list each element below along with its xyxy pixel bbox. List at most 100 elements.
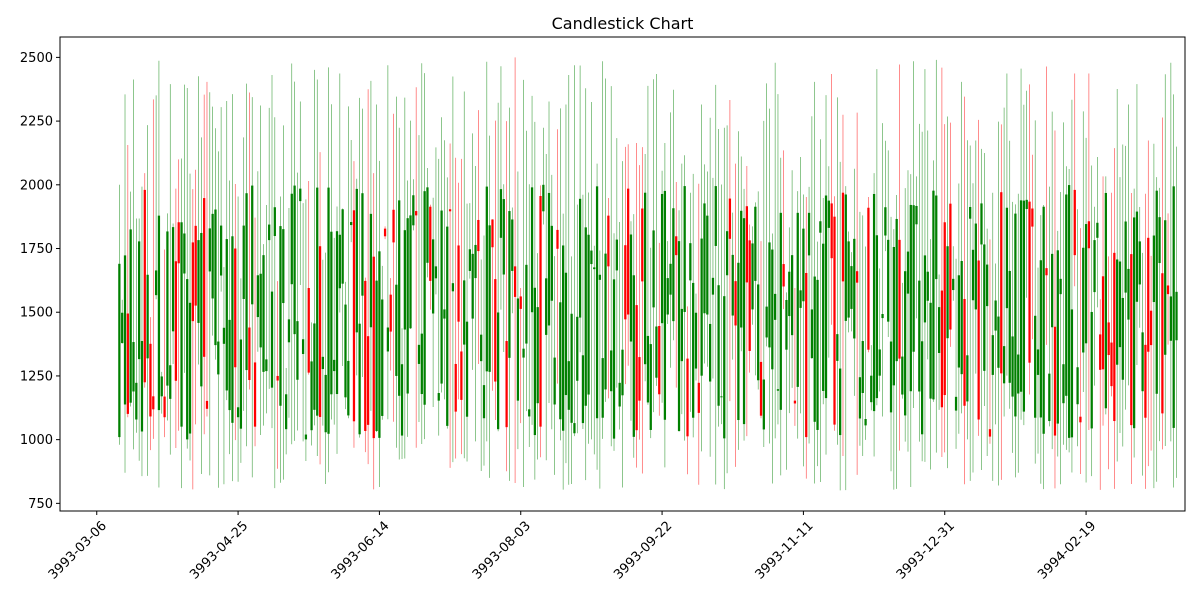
candle-body — [395, 284, 398, 376]
x-tick-label: 3993-11-11 — [753, 519, 817, 583]
candle-body — [915, 205, 918, 225]
candle-body — [1152, 235, 1156, 303]
candle-body — [1147, 237, 1150, 352]
candle-body — [1149, 310, 1153, 346]
candle-body — [474, 244, 477, 279]
candle-body — [720, 396, 723, 398]
candle-body — [748, 240, 751, 351]
candle-body — [409, 215, 412, 329]
candle-body — [375, 280, 378, 431]
candle-body — [717, 285, 720, 406]
candle-body — [646, 335, 650, 403]
candle-body — [225, 239, 228, 391]
candle-body — [578, 198, 582, 318]
candle-body — [205, 400, 209, 409]
candle-body — [358, 323, 361, 435]
candle-body — [754, 206, 757, 281]
candle-body — [858, 377, 862, 419]
candle-body — [1028, 201, 1031, 363]
candle-body — [471, 253, 474, 319]
y-tick-label: 2000 — [20, 178, 53, 193]
candle-body — [776, 389, 780, 391]
candle-body — [1084, 224, 1088, 344]
candle-body — [816, 279, 819, 430]
candle-body — [991, 335, 994, 375]
candle-body — [1175, 291, 1178, 341]
chart-title: Candlestick Chart — [552, 14, 694, 33]
candle-body — [669, 263, 672, 295]
candle-body — [364, 280, 367, 431]
candle-body — [152, 396, 155, 410]
candle-body — [533, 287, 537, 436]
candle-body — [1065, 194, 1068, 396]
candle-body — [496, 312, 500, 430]
candle-body — [279, 226, 282, 406]
candle-body — [446, 226, 449, 426]
candle-body — [564, 272, 568, 396]
candle-body — [440, 210, 443, 384]
candle-body — [140, 341, 144, 432]
candle-body — [1107, 322, 1110, 356]
candle-body — [1158, 217, 1161, 264]
candle-body — [994, 300, 997, 331]
candle-body — [960, 261, 963, 375]
candle-body — [714, 186, 717, 246]
candle-body — [197, 240, 200, 323]
candle-body — [757, 284, 760, 381]
candle-body — [1155, 190, 1158, 394]
candle-body — [344, 304, 347, 398]
candle-body — [864, 419, 867, 426]
candle-body — [788, 271, 791, 317]
candle-body — [1090, 311, 1093, 429]
x-tick-label: 3993-08-03 — [470, 519, 534, 583]
candle-body — [692, 282, 695, 418]
candle-body — [1002, 346, 1006, 384]
candle-body — [742, 218, 746, 425]
candle-body — [708, 323, 712, 382]
candle-body — [400, 364, 404, 436]
candle-body — [590, 250, 593, 265]
y-tick-label: 1750 — [20, 242, 53, 257]
candle-body — [824, 195, 828, 399]
candle-body — [765, 306, 768, 338]
candle-body — [1039, 260, 1042, 418]
candle-body — [660, 193, 664, 324]
candle-body — [1045, 268, 1048, 276]
candle-body — [1034, 315, 1037, 418]
candle-body — [850, 266, 853, 309]
candle-body — [731, 254, 734, 316]
candle-body — [559, 302, 562, 420]
candle-body — [774, 293, 777, 320]
candle-body — [234, 248, 237, 368]
candle-body — [177, 222, 180, 264]
candle-body — [912, 205, 915, 352]
candle-body — [200, 232, 203, 387]
candle-body — [333, 359, 336, 372]
candle-body — [904, 271, 907, 416]
candle-body — [550, 225, 553, 301]
candle-body — [412, 195, 415, 226]
candle-body — [285, 394, 288, 430]
candle-body — [641, 208, 644, 282]
candle-body — [909, 204, 912, 392]
candle-body — [587, 234, 590, 395]
candle-body — [1076, 367, 1079, 405]
candle-body — [1166, 285, 1170, 295]
candle-body — [214, 209, 217, 346]
candle-body — [477, 219, 480, 252]
candle-body — [143, 189, 146, 383]
candle-body — [612, 279, 616, 439]
candle-body — [601, 358, 604, 418]
candle-body — [296, 321, 299, 380]
candle-body — [610, 350, 613, 392]
candle-body — [643, 192, 647, 365]
candle-body — [485, 186, 488, 372]
candle-body — [793, 400, 797, 404]
candle-body — [355, 188, 358, 333]
candle-body — [567, 361, 570, 410]
candle-body — [123, 255, 127, 405]
candle-body — [316, 187, 319, 416]
y-tick-label: 1250 — [20, 369, 53, 384]
candle-body — [813, 276, 816, 422]
candle-body — [415, 211, 418, 216]
